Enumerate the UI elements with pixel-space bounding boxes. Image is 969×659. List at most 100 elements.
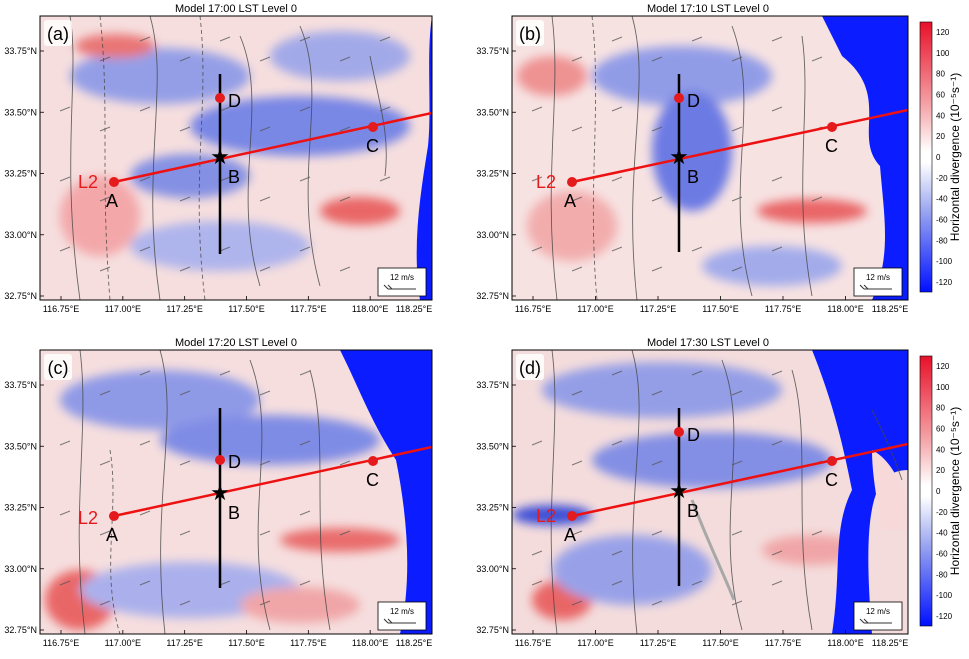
label-l2: L2	[78, 172, 98, 192]
y-tick-label: 33.50°N	[476, 441, 509, 451]
colorbar-tick-label: -120	[936, 278, 953, 287]
star-icon: ★	[210, 480, 230, 505]
label-a: A	[564, 525, 576, 545]
x-tick-label: 116.75°E	[43, 638, 79, 648]
x-tick-label: 117.50°E	[228, 638, 264, 648]
y-tick-label: 33.50°N	[476, 107, 509, 117]
wind-reference-box	[377, 601, 427, 631]
point-d-marker	[215, 455, 225, 465]
panel-title: Model 17:30 LST Level 0	[647, 337, 769, 349]
y-tick-label: 33.25°N	[476, 169, 509, 179]
y-tick-label: 33.25°N	[4, 169, 37, 179]
panel-label: (a)	[47, 24, 69, 44]
x-tick-label: 116.75°E	[515, 638, 551, 648]
wind-reference-label: 12 m/s	[866, 607, 890, 616]
x-tick-label: 117.50°E	[228, 304, 264, 314]
y-tick-label: 33.50°N	[4, 441, 37, 451]
x-tick-label: 117.25°E	[640, 638, 676, 648]
colorbar-tick-label: -60	[936, 550, 948, 559]
colorbar-tick-label: 60	[936, 91, 945, 100]
x-tick-label: 116.75°E	[515, 304, 551, 314]
colorbar-tick-label: -100	[936, 257, 953, 266]
point-c-marker	[368, 122, 378, 132]
panel-title: Model 17:00 LST Level 0	[175, 3, 297, 15]
panel-label: (b)	[519, 24, 541, 44]
label-a: A	[564, 191, 576, 211]
y-tick-label: 33.50°N	[4, 107, 37, 117]
panel-c: Model 17:20 LST Level 0	[39, 337, 433, 635]
y-tick-label: 32.75°N	[4, 291, 37, 301]
x-tick-label: 118.25°E	[396, 638, 432, 648]
x-tick-label: 117.50°E	[702, 304, 738, 314]
label-b: B	[687, 501, 699, 521]
label-c: C	[366, 470, 379, 490]
colorbar-tick-label: -80	[936, 570, 948, 579]
colorbar-tick-label: -60	[936, 216, 948, 225]
panel-label: (d)	[519, 358, 541, 378]
label-b: B	[228, 167, 240, 187]
star-icon: ★	[210, 144, 230, 169]
y-tick-label: 32.75°N	[476, 625, 509, 635]
y-tick-label: 33.25°N	[476, 503, 509, 513]
label-l2: L2	[78, 508, 98, 528]
point-c-marker	[827, 456, 837, 466]
cross-section-l2	[571, 442, 908, 518]
map-area: ★ A B C D L2 (a) 12 m/s	[40, 16, 432, 300]
cross-section-l2	[113, 445, 432, 518]
label-a: A	[106, 191, 118, 211]
x-tick-label: 117.25°E	[166, 638, 202, 648]
colorbar-tick-label: 120	[936, 362, 950, 371]
map-area: ★ A B C D L2 (b) 12 m/s	[512, 16, 908, 300]
colorbar-tick-label: -100	[936, 591, 953, 600]
colorbar-tick-label: 80	[936, 404, 945, 413]
point-a-marker	[567, 177, 577, 187]
wind-reference-label: 12 m/s	[390, 607, 414, 616]
x-tick-label: 118.00°E	[827, 638, 863, 648]
panel-title: Model 17:10 LST Level 0	[647, 3, 769, 15]
label-a: A	[106, 525, 118, 545]
label-b: B	[687, 167, 699, 187]
cross-section-l2	[571, 108, 908, 184]
colorbar-tick-label: -40	[936, 195, 948, 204]
label-d: D	[228, 452, 241, 472]
colorbar-tick-label: 40	[936, 445, 945, 454]
label-d: D	[228, 91, 241, 111]
y-tick-label: 33.75°N	[4, 380, 37, 390]
point-d-marker	[674, 427, 684, 437]
label-d: D	[687, 425, 700, 445]
x-tick-label: 117.00°E	[577, 638, 613, 648]
x-tick-label: 116.75°E	[43, 304, 79, 314]
x-tick-label: 118.00°E	[827, 304, 863, 314]
point-d-marker	[215, 93, 225, 103]
x-tick-label: 118.25°E	[872, 304, 908, 314]
label-c: C	[825, 136, 838, 156]
label-l2: L2	[536, 172, 556, 192]
x-tick-label: 117.50°E	[702, 638, 738, 648]
label-c: C	[366, 136, 379, 156]
wind-reference-box	[853, 601, 903, 631]
x-tick-label: 117.75°E	[765, 304, 801, 314]
x-tick-label: 117.75°E	[290, 638, 326, 648]
colorbar-bottom: 120 100 80 60 40 20 0 -20 -40 -60 -80 -100 -120 Hori…	[919, 355, 962, 627]
x-tick-label: 117.00°E	[577, 304, 613, 314]
x-tick-label: 117.25°E	[166, 304, 202, 314]
colorbar-tick-label: -120	[936, 612, 953, 621]
x-tick-label: 118.00°E	[352, 304, 388, 314]
colorbar-tick-label: -40	[936, 529, 948, 538]
star-icon: ★	[669, 144, 689, 169]
colorbar-tick-label: 0	[936, 487, 941, 496]
point-d-marker	[674, 93, 684, 103]
cross-section-l2	[113, 111, 432, 184]
map-area: ★ A B C D L2 (d) 12 m/s	[512, 350, 908, 634]
x-tick-label: 118.25°E	[396, 304, 432, 314]
colorbar-tick-label: 60	[936, 425, 945, 434]
star-icon: ★	[669, 478, 689, 503]
point-a-marker	[109, 511, 119, 521]
colorbar-tick-label: 100	[936, 383, 950, 392]
colorbar-tick-label: -80	[936, 236, 948, 245]
x-tick-label: 117.00°E	[105, 638, 141, 648]
panel-title: Model 17:20 LST Level 0	[175, 337, 297, 349]
y-tick-label: 33.00°N	[4, 564, 37, 574]
y-tick-label: 32.75°N	[476, 291, 509, 301]
